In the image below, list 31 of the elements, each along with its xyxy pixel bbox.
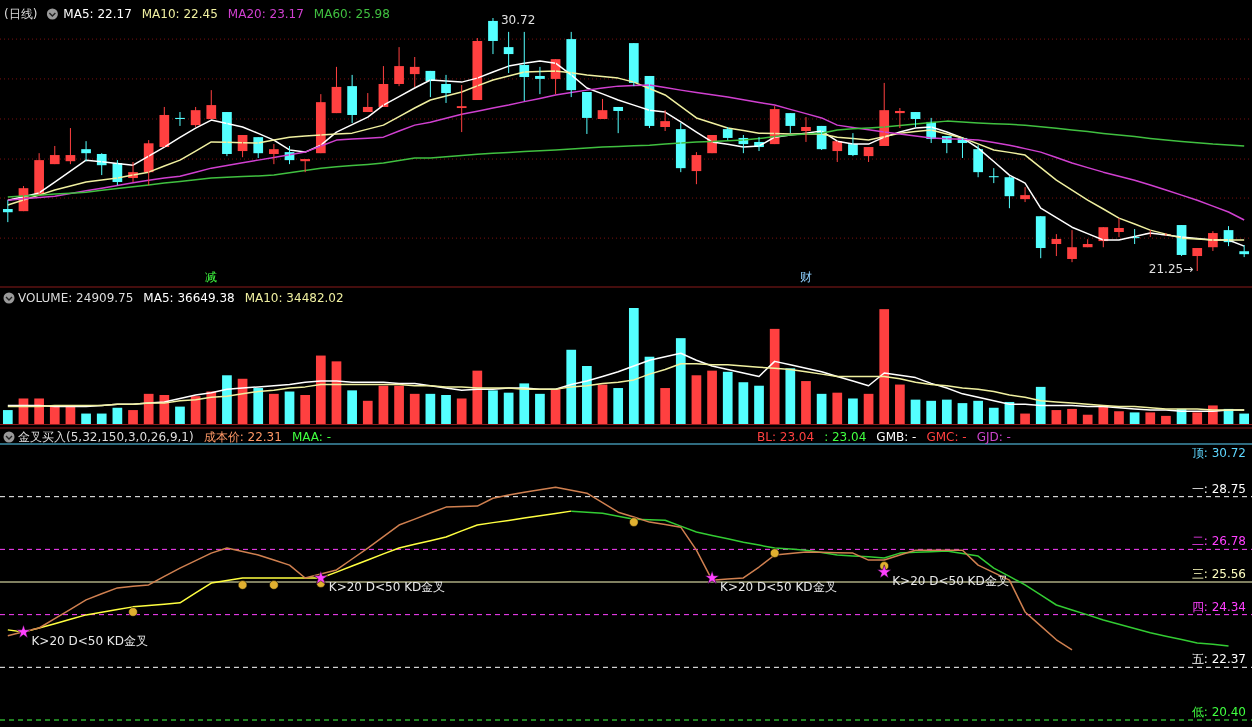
data-label: K>20 D<50 KD金叉 <box>328 579 446 594</box>
x-tick-label: 减 <box>205 270 218 284</box>
ref-line-label: 顶: 30.72 <box>1191 446 1246 460</box>
ref-line-label: 五: 22.37 <box>1191 652 1246 667</box>
text: MA20: 23.17 <box>227 7 304 21</box>
annotation: 30.72 <box>500 13 536 27</box>
ref-line-label: 二: 26.78 <box>1191 534 1246 549</box>
text: MA60: 25.98 <box>313 7 390 21</box>
annotation: 21.25→ <box>1148 262 1194 276</box>
text: BL: 23.04 <box>757 430 815 444</box>
chart-title: (日线) <box>4 7 38 21</box>
ref-line-label: 四: 24.34 <box>1191 599 1246 614</box>
text: 成本价: 22.31 <box>203 430 282 444</box>
text: MA10: 22.45 <box>141 7 218 21</box>
text: MA5: 22.17 <box>63 7 132 21</box>
chart-title: 金叉买入(5,32,150,3,0,26,9,1) <box>18 430 194 444</box>
data-label: K>20 D<50 KD金叉 <box>892 574 1009 589</box>
x-tick-label: 财 <box>799 270 812 284</box>
text: GMC: - <box>926 430 967 444</box>
text: MAA: - <box>291 430 331 444</box>
text: : 23.04 <box>824 430 867 444</box>
ref-line-label: 低: 20.40 <box>1191 705 1246 719</box>
data-label: K>20 D<50 KD金叉 <box>720 579 837 594</box>
text: GMB: - <box>876 430 917 444</box>
text: GJD: - <box>976 430 1011 444</box>
ref-line-label: 一: 28.75 <box>1191 481 1246 496</box>
text: MA10: 34482.02 <box>244 291 344 305</box>
chart-title: VOLUME: 24909.75 <box>18 291 134 305</box>
text: MA5: 36649.38 <box>143 291 235 305</box>
data-label: K>20 D<50 KD金叉 <box>31 634 148 649</box>
ref-line-label: 三: 25.56 <box>1191 567 1246 581</box>
